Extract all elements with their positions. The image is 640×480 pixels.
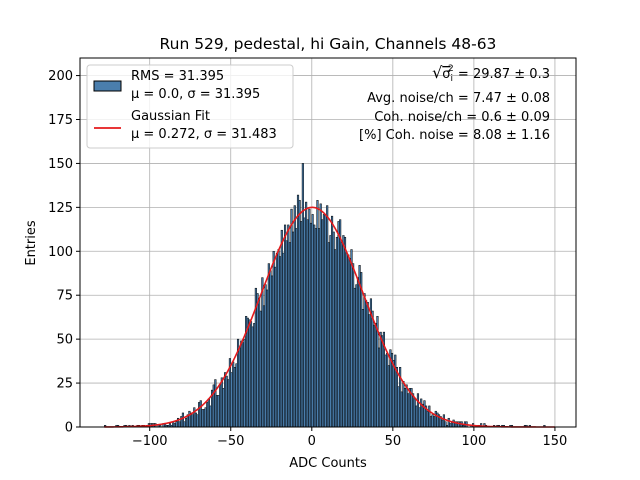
legend-histogram-swatch: [93, 80, 122, 92]
y-tick-label: 50: [56, 333, 73, 348]
gaussian-fit-line: [104, 206, 555, 428]
x-tick-label: 150: [543, 434, 568, 449]
legend-fit-label: Gaussian Fit: [131, 109, 210, 124]
legend-histogram-stats: μ = 0.0, σ = 31.395: [131, 87, 260, 102]
x-tick-label: 100: [461, 434, 486, 449]
y-tick-label: 200: [48, 69, 73, 84]
sigma-symbol: σ: [442, 67, 450, 82]
legend-histogram-label: RMS = 31.395: [131, 69, 224, 84]
x-tick-label: 50: [385, 434, 402, 449]
y-axis-label: Entries: [24, 220, 39, 266]
sigma-superscript: 2: [448, 64, 454, 74]
y-tick-label: 150: [48, 157, 73, 172]
total-noise-annotation: √σi2 = 29.87 ± 0.3: [432, 63, 550, 84]
coh-noise-pct-annotation: [%] Coh. noise = 8.08 ± 1.16: [359, 128, 550, 143]
chart-title: Run 529, pedestal, hi Gain, Channels 48-…: [160, 35, 497, 53]
x-axis-label: ADC Counts: [289, 456, 367, 471]
y-tick-label: 100: [48, 245, 73, 260]
y-tick-label: 25: [56, 377, 73, 392]
y-tick-label: 125: [48, 201, 73, 216]
sqrt-sign: √: [432, 63, 443, 82]
stats-annotations: √σi2 = 29.87 ± 0.3 Avg. noise/ch = 7.47 …: [359, 63, 550, 143]
x-axis-ticks: −100 −50 0 50 100 150: [132, 427, 568, 449]
y-tick-label: 0: [65, 421, 73, 436]
y-axis-ticks: 0 25 50 75 100 125 150 175 200: [48, 69, 80, 436]
legend-box: [86, 64, 294, 149]
y-tick-label: 75: [56, 289, 73, 304]
x-tick-label: 0: [308, 434, 316, 449]
legend-fit-stats: μ = 0.272, σ = 31.483: [131, 127, 277, 142]
sigma-subscript: i: [451, 74, 454, 84]
y-tick-label: 175: [48, 113, 73, 128]
plot-frame: [79, 57, 577, 428]
total-noise-value: = 29.87 ± 0.3: [454, 67, 550, 82]
coh-noise-annotation: Coh. noise/ch = 0.6 ± 0.09: [374, 110, 550, 125]
legend: RMS = 31.395 μ = 0.0, σ = 31.395 Gaussia…: [86, 64, 294, 149]
x-tick-label: −50: [217, 434, 244, 449]
avg-noise-annotation: Avg. noise/ch = 7.47 ± 0.08: [367, 91, 550, 106]
x-tick-label: −100: [132, 434, 168, 449]
